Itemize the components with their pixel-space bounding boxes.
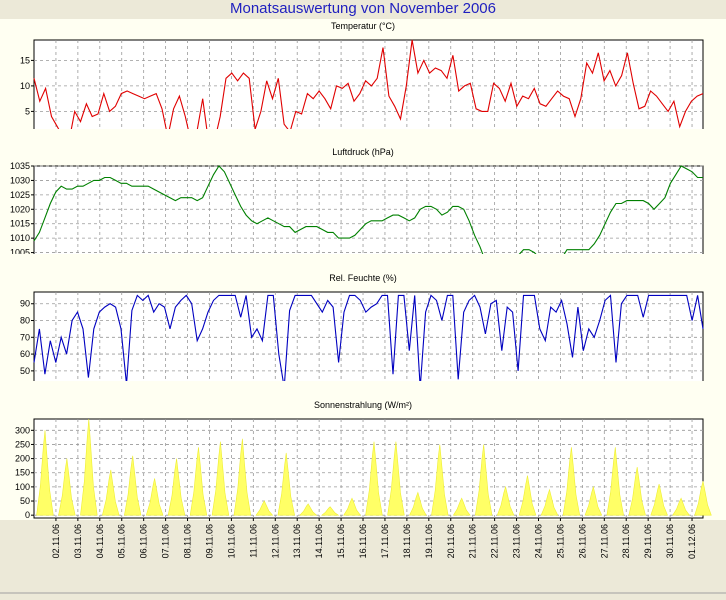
y-tick-label: 0: [25, 510, 30, 520]
y-tick-label: 250: [15, 439, 30, 449]
x-tick-label: 20.11.06: [446, 524, 456, 558]
x-tick-label: 29.11.06: [643, 524, 653, 558]
x-tick-label: 04.11.06: [95, 524, 105, 558]
x-tick-label: 28.11.06: [621, 524, 631, 558]
radiation-peak: [343, 497, 361, 516]
x-tick-label: 18.11.06: [402, 524, 412, 558]
x-tick-label: 24.11.06: [533, 524, 543, 558]
x-tick-label: 01.12.06: [687, 524, 697, 559]
y-tick-label: 200: [15, 454, 30, 464]
radiation-peak: [628, 467, 646, 516]
radiation-peak: [474, 444, 493, 516]
y-tick-label: 150: [15, 468, 30, 478]
radiation-peak: [255, 500, 274, 516]
x-tick-label: 13.11.06: [292, 524, 302, 558]
y-tick-label: 60: [20, 349, 30, 359]
x-tick-label: 26.11.06: [577, 524, 587, 558]
x-tick-label: 03.11.06: [73, 524, 83, 558]
radiation-peak: [124, 455, 142, 516]
y-tick-label: 10: [20, 81, 30, 91]
radiation-peak: [102, 469, 120, 516]
chart-title: Sonnenstrahlung (W/m²): [314, 400, 412, 410]
chart-panel-3: Rel. Feuchte (%)405060708090: [0, 254, 726, 394]
radiation-peak: [431, 444, 449, 516]
x-tick-label: 19.11.06: [424, 524, 434, 558]
radiation-peak: [518, 475, 537, 516]
y-tick-label: 50: [20, 496, 30, 506]
y-tick-label: 1025: [10, 190, 30, 200]
x-tick-label: 10.11.06: [226, 524, 236, 558]
radiation-peak: [189, 447, 208, 516]
x-tick-label: 06.11.06: [139, 524, 149, 558]
radiation-peak: [409, 491, 427, 516]
radiation-peak: [584, 485, 603, 516]
y-tick-label: 80: [20, 316, 30, 326]
y-tick-label: 300: [15, 425, 30, 435]
chart-title: Rel. Feuchte (%): [329, 273, 397, 283]
chart-title: Luftdruck (hPa): [332, 147, 394, 157]
plot-area: [33, 39, 704, 143]
plot-area: [33, 291, 704, 392]
chart-panel-4: Sonnenstrahlung (W/m²) 0 50 100 150 200 250 300…: [0, 381, 726, 559]
y-tick-label: 1015: [10, 219, 30, 229]
radiation-peak: [387, 441, 405, 516]
y-tick-label: 1020: [10, 204, 30, 214]
y-tick-label: 50: [20, 366, 30, 376]
x-tick-label: 05.11.06: [117, 524, 127, 558]
y-tick-label: 90: [20, 299, 30, 309]
x-tick-label: 14.11.06: [314, 524, 324, 558]
x-tick-label: 07.11.06: [161, 524, 171, 558]
radiation-peak: [36, 430, 54, 516]
radiation-peak: [365, 441, 383, 516]
y-tick-label: 15: [20, 55, 30, 65]
plot-area: [33, 165, 704, 268]
x-tick-label: 09.11.06: [204, 524, 214, 558]
x-tick-label: 08.11.06: [183, 524, 193, 558]
y-tick-label: 1035: [10, 161, 30, 171]
radiation-peak: [299, 503, 318, 516]
radiation-peak: [672, 497, 690, 516]
radiation-peak: [211, 441, 230, 516]
radiation-peak: [58, 458, 76, 516]
x-tick-label: 25.11.06: [555, 524, 565, 558]
x-tick-label: 30.11.06: [665, 524, 675, 558]
y-tick-label: 100: [15, 482, 30, 492]
radiation-peak: [320, 506, 340, 516]
radiation-peak: [233, 438, 252, 516]
radiation-peak: [167, 458, 186, 516]
radiation-peak: [496, 485, 515, 516]
x-tick-label: 12.11.06: [270, 524, 280, 558]
y-tick-label: 70: [20, 332, 30, 342]
x-tick-label: 23.11.06: [512, 524, 522, 558]
chart-panel-1: Temperatur (°C)051015: [0, 19, 726, 145]
series-line: [33, 165, 703, 268]
x-tick-label: 15.11.06: [336, 524, 346, 558]
radiation-peak: [606, 447, 624, 516]
y-tick-label: 1005: [10, 248, 30, 258]
x-tick-label: 11.11.06: [248, 524, 258, 558]
chart-title: Temperatur (°C): [331, 21, 395, 31]
radiation-peak: [145, 478, 164, 516]
x-tick-label: 17.11.06: [380, 524, 390, 558]
y-tick-label: 5: [25, 106, 30, 116]
radiation-peak: [650, 484, 668, 516]
x-tick-label: 21.11.06: [468, 524, 478, 558]
radiation-peak: [452, 497, 471, 516]
radiation-peak: [277, 452, 295, 516]
page-title: Monatsauswertung von November 2006: [230, 0, 496, 17]
y-tick-label: 1010: [10, 233, 30, 243]
series-line: [33, 39, 704, 144]
x-tick-label: 27.11.06: [599, 524, 609, 558]
x-tick-label: 02.11.06: [51, 524, 61, 558]
chart-panel-2: Luftdruck (hPa)1000100510101015102010251…: [0, 129, 726, 272]
radiation-peak: [694, 481, 712, 516]
radiation-peak: [562, 447, 581, 516]
x-tick-label: 16.11.06: [358, 524, 368, 558]
series-line: [33, 294, 704, 388]
y-tick-label: 1030: [10, 175, 30, 185]
radiation-peak: [540, 488, 559, 516]
radiation-peak: [80, 418, 98, 516]
x-tick-label: 22.11.06: [490, 524, 500, 558]
